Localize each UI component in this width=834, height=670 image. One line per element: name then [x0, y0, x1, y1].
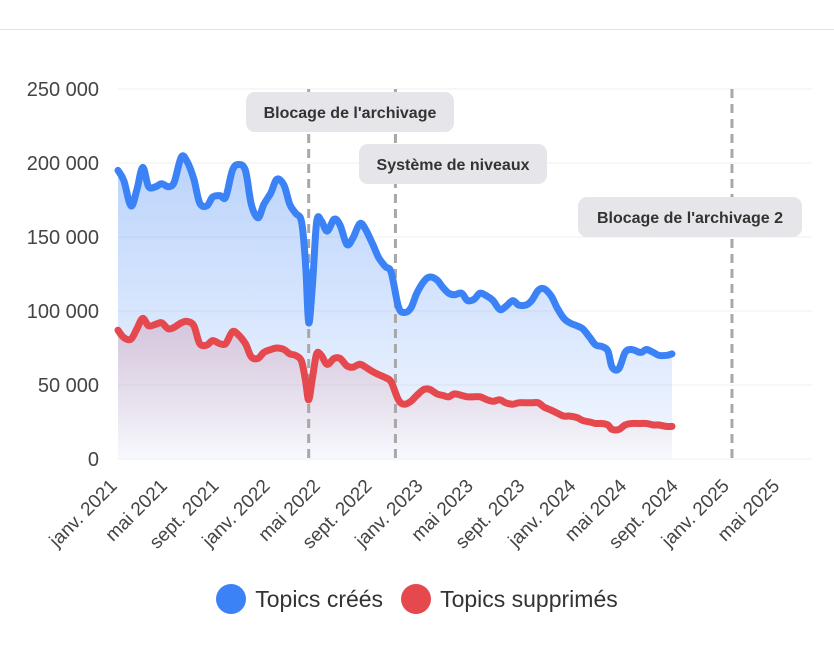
annotation-label: Système de niveaux — [377, 157, 530, 174]
y-tick-label: 250 000 — [27, 79, 99, 101]
series-lines — [114, 152, 676, 434]
y-tick-label: 200 000 — [27, 153, 99, 175]
annotation-label: Blocage de l'archivage 2 — [597, 210, 783, 227]
y-tick-label: 100 000 — [27, 301, 99, 323]
legend-item-created[interactable]: Topics créés — [216, 584, 383, 614]
legend-swatch-created — [216, 584, 247, 614]
line-deleted — [114, 314, 676, 434]
annotation-labels: Blocage de l'archivage Système de niveaux… — [246, 92, 802, 237]
area-deleted — [118, 318, 672, 459]
annotation-box — [246, 92, 454, 132]
y-tick-label: 50 000 — [38, 375, 99, 397]
y-tick-label: 150 000 — [27, 227, 99, 249]
y-axis-ticks: 0 50 000 100 000 150 000 200 000 250 000 — [27, 79, 99, 471]
annotation-box — [359, 144, 547, 184]
legend-item-deleted[interactable]: Topics supprimés — [401, 584, 618, 614]
line-area-chart: 0 50 000 100 000 150 000 200 000 250 000 janv… — [27, 79, 812, 553]
legend-label-deleted: Topics supprimés — [440, 585, 618, 612]
annotation-label: Blocage de l'archivage — [264, 105, 437, 122]
legend-label-created: Topics créés — [255, 585, 384, 612]
y-tick-label: 0 — [88, 449, 99, 471]
chart-legend: Topics créés Topics supprimés — [0, 584, 834, 614]
line-created — [114, 152, 676, 374]
annotation-box — [578, 197, 802, 237]
x-tick-label: janv. 2021 — [45, 476, 122, 553]
legend-swatch-deleted — [401, 584, 432, 614]
top-divider — [0, 29, 834, 30]
